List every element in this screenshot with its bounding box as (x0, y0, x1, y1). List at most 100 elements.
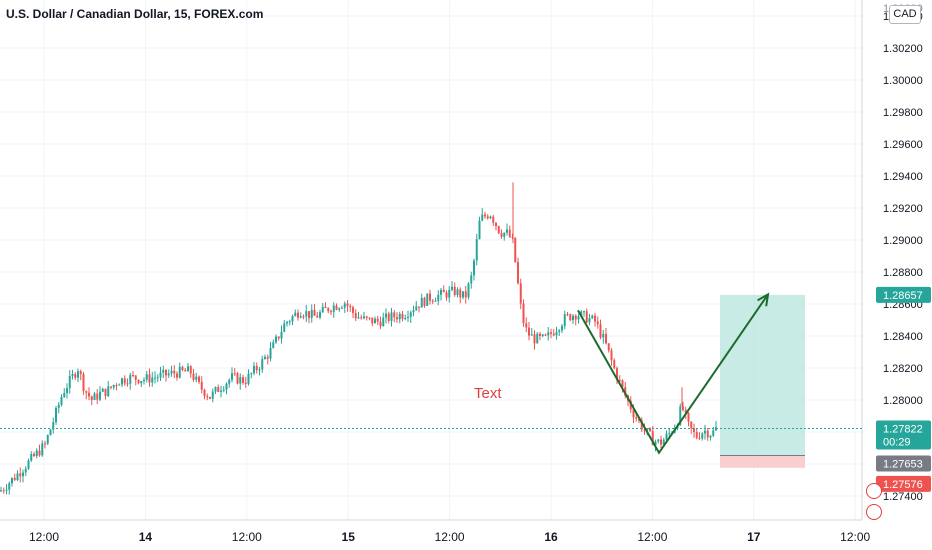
text-annotation[interactable]: Text (474, 385, 502, 402)
candle (258, 367, 261, 376)
candle (374, 316, 376, 324)
svg-text:1.27576: 1.27576 (883, 479, 923, 491)
candle (368, 317, 371, 321)
candle (387, 311, 390, 324)
us-flag-icon[interactable] (866, 483, 882, 499)
candle (110, 386, 112, 390)
currency-button[interactable]: CAD (889, 5, 921, 24)
candle (407, 310, 409, 322)
candle (239, 373, 242, 390)
projection-line[interactable] (577, 293, 769, 455)
candle (118, 383, 121, 386)
candle (371, 317, 374, 327)
candle (2, 487, 5, 494)
candle (459, 287, 462, 304)
candle (250, 372, 253, 379)
candle (101, 387, 104, 393)
candle (379, 316, 382, 329)
candle (530, 328, 533, 336)
candle (313, 304, 316, 316)
candle (409, 310, 412, 324)
candle (335, 303, 338, 311)
candle (71, 369, 74, 380)
candle (5, 484, 8, 495)
candle (363, 311, 365, 320)
candle (19, 467, 22, 483)
candle (291, 314, 294, 326)
candle (217, 384, 220, 393)
candle (228, 378, 231, 388)
candle (390, 308, 393, 327)
candle (77, 368, 79, 383)
candle (687, 412, 690, 427)
candle (8, 481, 11, 495)
candle (470, 271, 473, 289)
candle (55, 405, 57, 425)
candle (563, 310, 566, 330)
candle (357, 311, 360, 319)
canada-flag-icon[interactable] (866, 504, 882, 520)
candle (211, 388, 214, 403)
candle (316, 311, 319, 318)
candle (657, 438, 660, 444)
candle (321, 303, 324, 314)
candle (478, 216, 481, 240)
candle (167, 369, 170, 378)
candle (660, 435, 662, 449)
candle (261, 355, 264, 373)
candle (528, 321, 530, 341)
candle (341, 305, 343, 309)
candle (159, 366, 162, 381)
projection-path-drawing[interactable] (577, 292, 770, 455)
candle (668, 428, 671, 438)
candle (624, 381, 627, 399)
candle (605, 327, 607, 345)
candle (588, 313, 591, 326)
candle (60, 394, 63, 407)
candle (547, 327, 550, 341)
candle (16, 470, 19, 482)
candle (305, 305, 308, 323)
candle (90, 395, 93, 406)
candle (236, 371, 239, 385)
candle (555, 326, 558, 340)
candle (79, 369, 82, 381)
candle (349, 303, 352, 312)
candle (233, 368, 236, 376)
candle (420, 293, 423, 308)
candle (332, 302, 335, 318)
candle (525, 317, 528, 333)
candle (682, 401, 684, 412)
candle (415, 301, 418, 311)
x-tick-label: 15 (342, 530, 356, 544)
candle (151, 371, 154, 387)
candle (126, 378, 129, 387)
candle (423, 296, 426, 308)
candle (165, 369, 167, 382)
candle (319, 309, 321, 320)
candle (107, 381, 110, 398)
candle (99, 386, 101, 402)
candle (709, 434, 712, 441)
stop-zone[interactable] (720, 455, 805, 468)
long-position-tool[interactable] (720, 294, 805, 468)
target-zone[interactable] (720, 294, 805, 456)
candle (302, 314, 305, 320)
candle (283, 319, 286, 333)
time-axis[interactable]: 12:00 14 12:00 15 12:00 16 12:00 17 12:00 (29, 530, 871, 544)
candle (596, 316, 599, 329)
candle (665, 430, 668, 442)
candle (401, 311, 404, 322)
candle (112, 384, 115, 390)
candle (82, 371, 85, 395)
candle (22, 469, 24, 483)
candle (52, 417, 55, 434)
candle (57, 401, 60, 414)
candle (467, 282, 470, 300)
candle (574, 314, 577, 326)
y-tick-label: 1.28800 (883, 267, 923, 279)
candle (418, 306, 420, 313)
candle (607, 343, 610, 353)
